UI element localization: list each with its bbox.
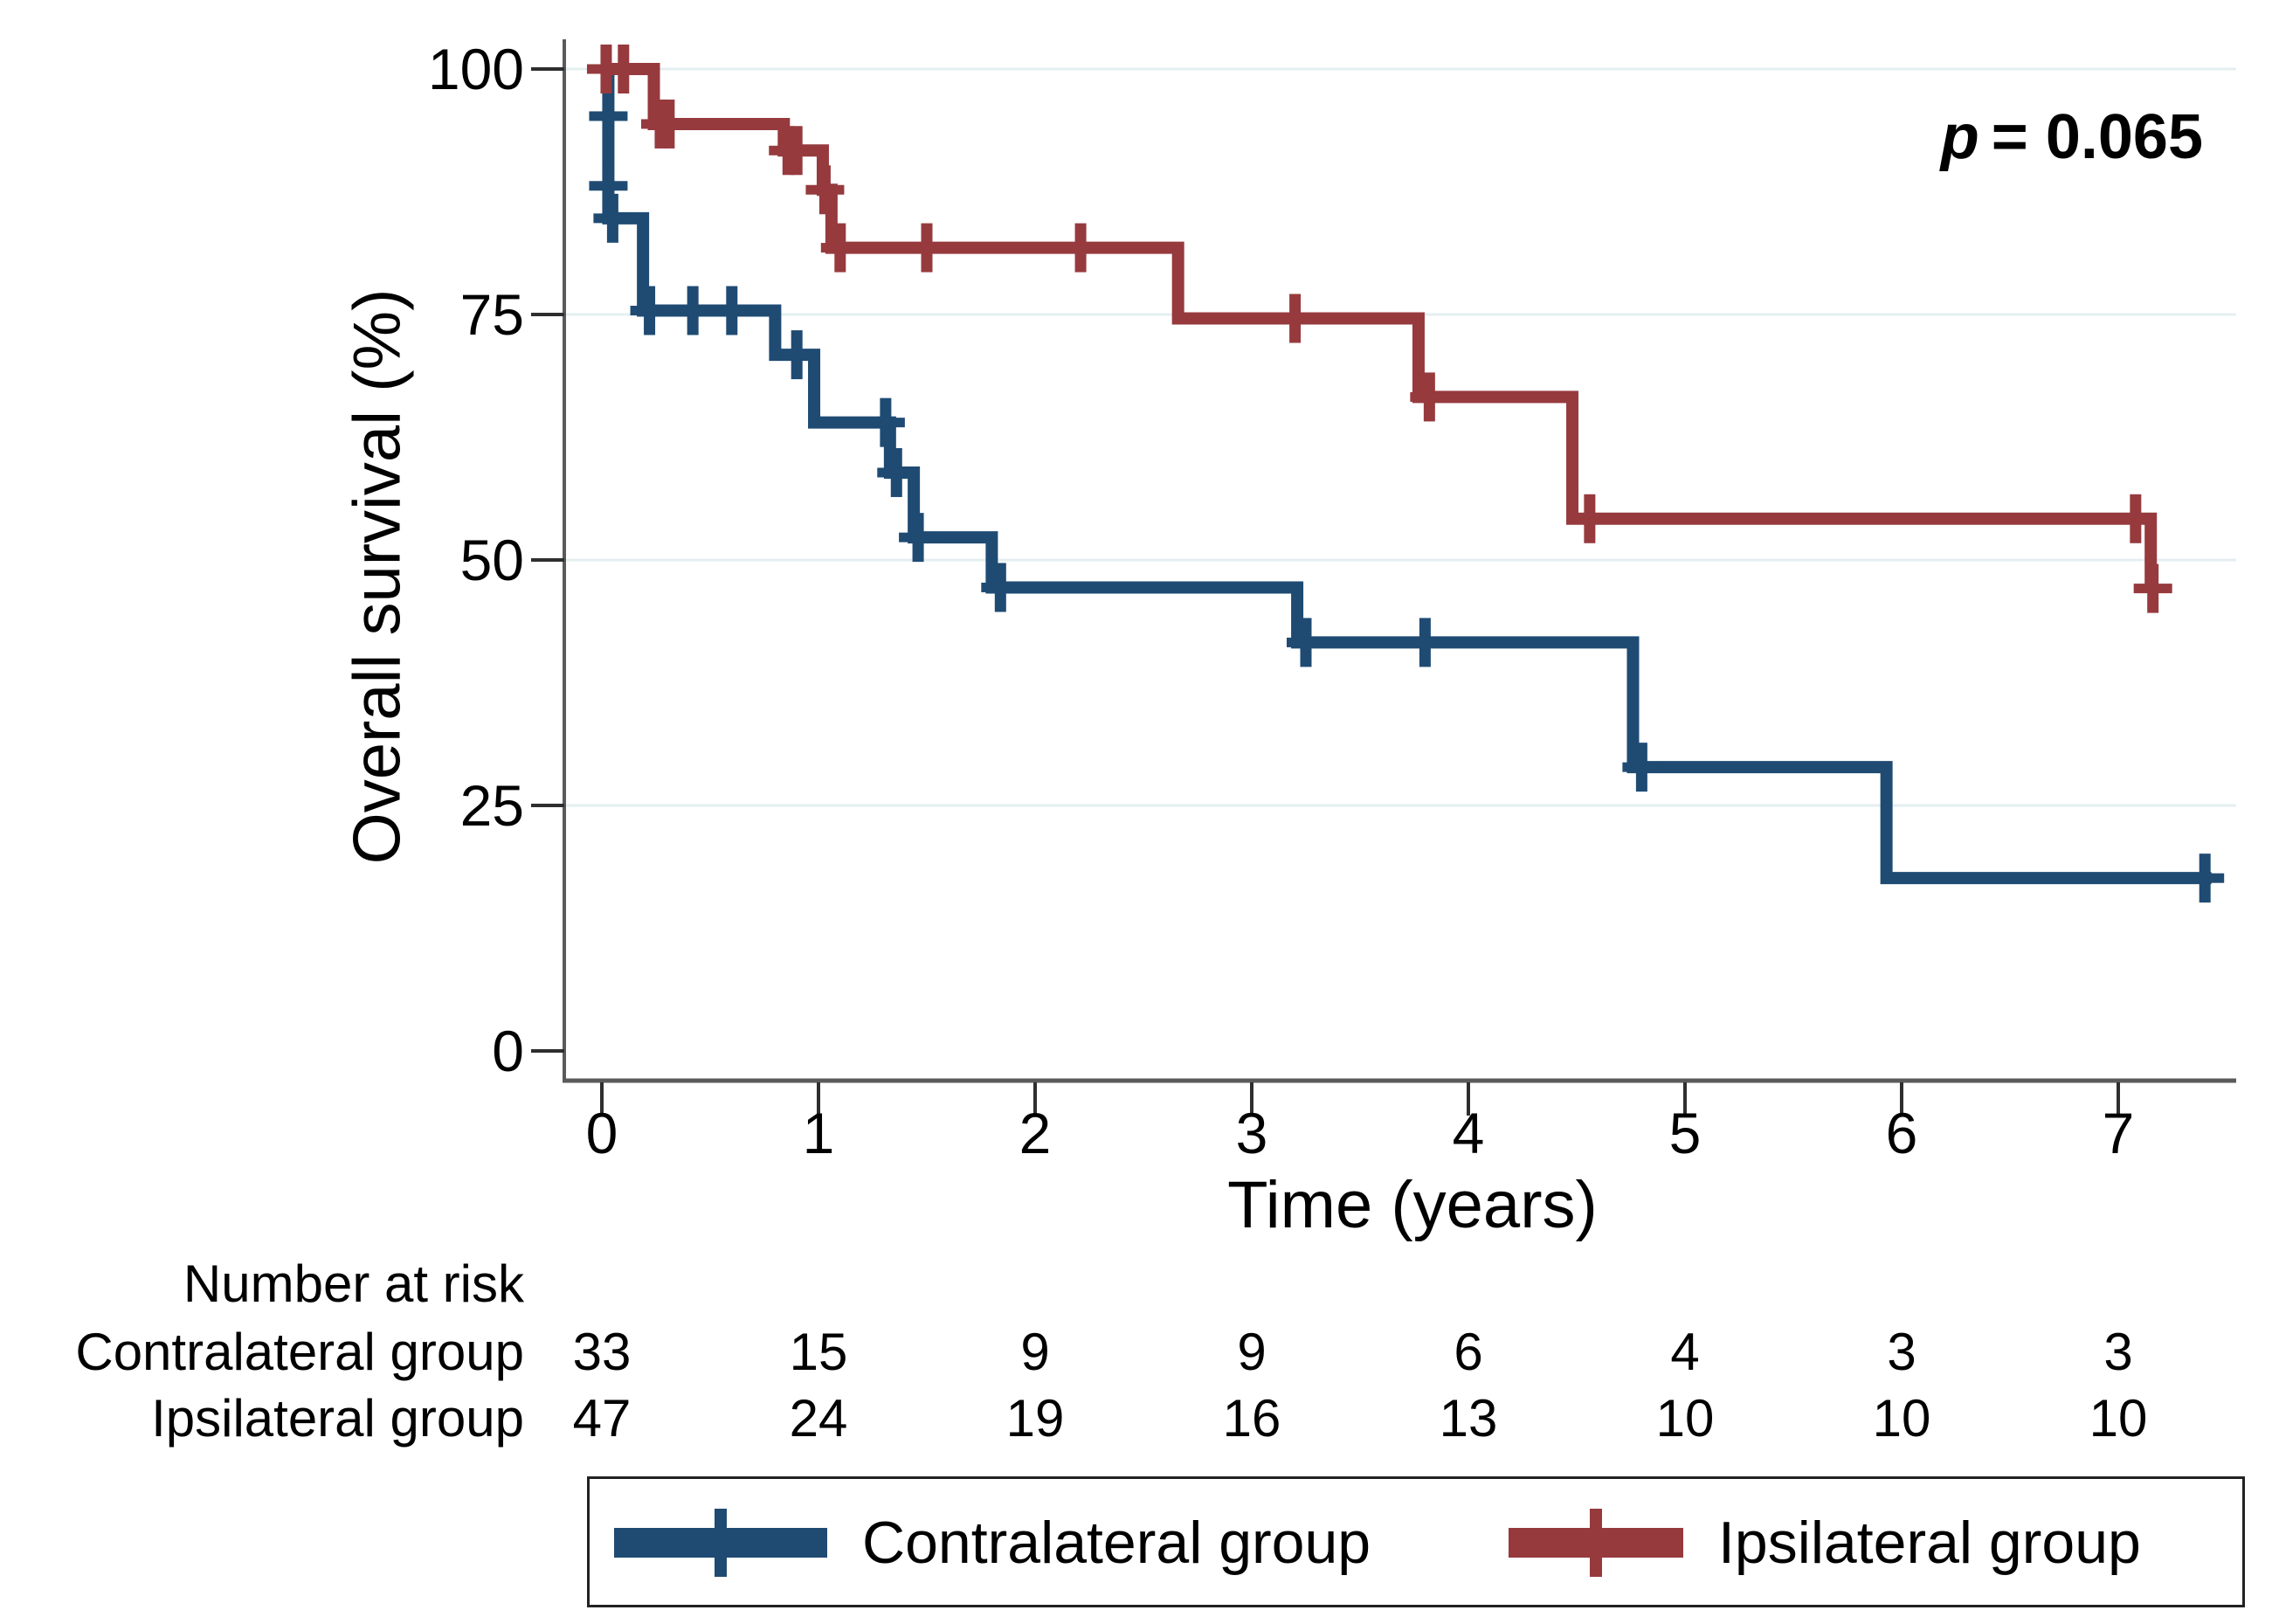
censor-mark: [1061, 243, 1101, 253]
censor-mark: [981, 582, 1020, 592]
risk-row-label-contralateral: Contralateral group: [75, 1323, 524, 1381]
p-value-annotation: p = 0.065: [1941, 101, 2203, 173]
x-tick-5: 5: [1668, 1101, 1702, 1165]
censor-mark: [1622, 762, 1661, 772]
censor-mark: [866, 418, 905, 428]
risk-value: 13: [1439, 1389, 1498, 1448]
censor-mark: [820, 243, 860, 253]
risk-value: 3: [1887, 1323, 1916, 1381]
x-axis-title: Time (years): [1227, 1168, 1598, 1242]
censor-mark: [2116, 514, 2155, 524]
y-tick-0: 0: [492, 1019, 524, 1083]
x-tick-4: 4: [1452, 1101, 1485, 1165]
risk-row-label-ipsilateral: Ipsilateral group: [151, 1389, 524, 1448]
p-symbol: p: [1940, 102, 1979, 172]
x-tick-2: 2: [1019, 1101, 1052, 1165]
risk-value: 10: [1872, 1389, 1931, 1448]
x-tick-7: 7: [2102, 1101, 2135, 1165]
risk-value: 15: [789, 1323, 848, 1381]
risk-value: 16: [1222, 1389, 1281, 1448]
censor-mark: [1287, 637, 1325, 647]
risk-value: 9: [1237, 1323, 1267, 1381]
censor-mark: [604, 64, 643, 74]
legend-label-ipsilateral: Ipsilateral group: [1718, 1510, 2141, 1576]
risk-value: 4: [1670, 1323, 1700, 1381]
y-tick-50: 50: [459, 528, 524, 592]
censor-mark: [589, 181, 628, 191]
y-tick-25: 25: [459, 773, 524, 838]
risk-value: 19: [1005, 1389, 1065, 1448]
risk-value: 24: [789, 1389, 848, 1448]
censor-mark: [649, 119, 688, 129]
censor-mark: [2133, 584, 2172, 594]
risk-value: 6: [1454, 1323, 1483, 1381]
risk-value: 47: [572, 1389, 632, 1448]
risk-value: 3: [2103, 1323, 2133, 1381]
legend: Contralateral group Ipsilateral group: [587, 1476, 2245, 1607]
censor-mark: [908, 243, 946, 253]
censor-mark: [777, 145, 817, 155]
censor-mark: [1275, 313, 1315, 323]
censor-mark: [1570, 514, 1609, 524]
censor-mark: [1405, 637, 1445, 647]
censor-mark: [2186, 873, 2225, 883]
y-axis-title: Overall survival (%): [340, 288, 415, 865]
survival-curve-ipsilateral: [602, 63, 2158, 589]
censor-mark: [589, 111, 628, 121]
censor-mark: [712, 306, 751, 316]
risk-value: 9: [1020, 1323, 1050, 1381]
risk-value: 10: [2089, 1389, 2148, 1448]
x-tick-6: 6: [1885, 1101, 1918, 1165]
legend-label-contralateral: Contralateral group: [862, 1510, 1371, 1576]
censor-mark: [630, 306, 669, 316]
x-tick-0: 0: [585, 1101, 618, 1165]
risk-value: 33: [572, 1323, 632, 1381]
censor-mark: [899, 532, 938, 542]
censor-mark: [673, 306, 713, 316]
censor-mark: [877, 467, 916, 478]
x-tick-1: 1: [802, 1101, 835, 1165]
censor-mark: [777, 349, 817, 360]
y-tick-75: 75: [459, 282, 524, 347]
risk-table-title: Number at risk: [183, 1254, 524, 1313]
legend-censor-mark-icon: [1590, 1509, 1602, 1577]
censor-mark: [593, 213, 632, 224]
x-tick-3: 3: [1235, 1101, 1268, 1165]
p-value-text: = 0.065: [1991, 102, 2203, 172]
risk-value: 10: [1655, 1389, 1715, 1448]
censor-mark: [1410, 391, 1449, 402]
legend-censor-mark-icon: [715, 1509, 727, 1577]
censor-mark: [805, 184, 845, 195]
y-tick-100: 100: [427, 37, 524, 101]
